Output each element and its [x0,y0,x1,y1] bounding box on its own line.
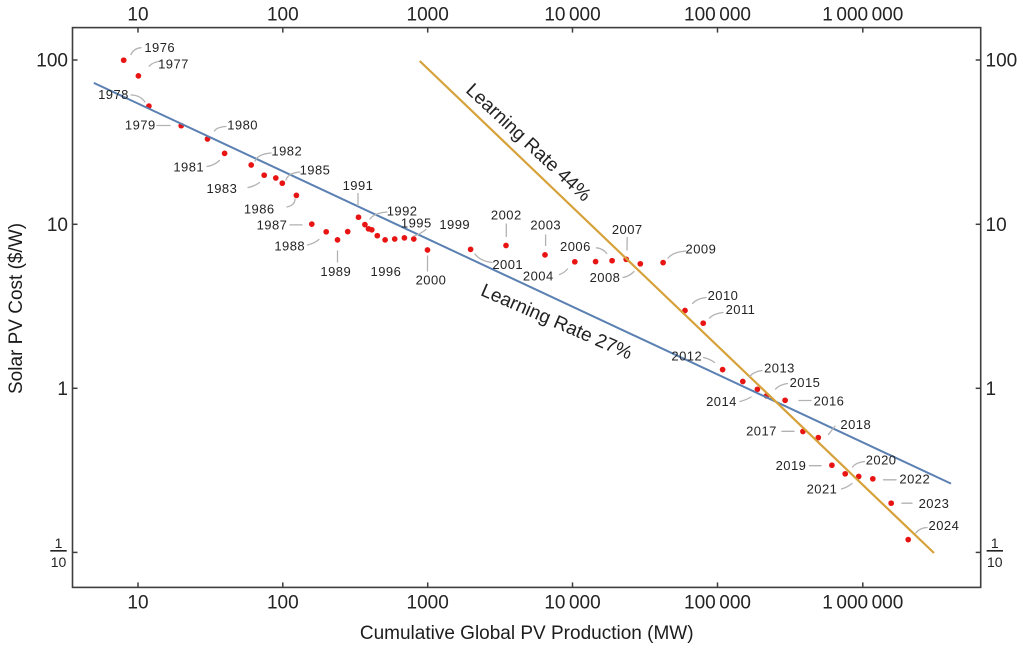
svg-text:2016: 2016 [814,393,845,408]
svg-text:2007: 2007 [612,222,643,237]
svg-text:1985: 1985 [300,162,331,177]
svg-text:2006: 2006 [560,239,591,254]
svg-text:100: 100 [36,51,68,72]
svg-text:2012: 2012 [671,349,702,364]
svg-text:1999: 1999 [439,217,470,232]
svg-text:10: 10 [51,554,67,570]
svg-text:1981: 1981 [173,160,204,175]
svg-text:1987: 1987 [257,217,288,232]
svg-text:2009: 2009 [686,242,717,257]
svg-text:2018: 2018 [840,417,871,432]
svg-text:2020: 2020 [866,452,897,467]
svg-text:1986: 1986 [244,202,275,217]
svg-text:2010: 2010 [708,288,739,303]
svg-text:2008: 2008 [590,270,621,285]
svg-text:1977: 1977 [158,57,189,72]
svg-text:2024: 2024 [929,518,960,533]
svg-text:1000: 1000 [407,593,449,614]
svg-text:2004: 2004 [523,269,554,284]
svg-text:Solar PV Cost ($/W): Solar PV Cost ($/W) [6,223,27,394]
svg-text:2014: 2014 [706,394,737,409]
svg-text:2021: 2021 [807,482,838,497]
svg-text:10: 10 [127,4,148,25]
svg-text:10: 10 [987,554,1003,570]
svg-text:10: 10 [986,215,1007,236]
svg-text:1976: 1976 [144,40,175,55]
svg-text:2002: 2002 [491,207,522,222]
svg-text:1: 1 [57,379,68,400]
svg-text:100: 100 [267,593,299,614]
svg-text:1: 1 [986,379,997,400]
svg-text:1982: 1982 [271,144,302,159]
svg-text:2013: 2013 [764,360,795,375]
svg-text:1995: 1995 [401,215,432,230]
svg-text:100: 100 [267,4,299,25]
svg-text:2019: 2019 [776,458,807,473]
svg-text:10: 10 [127,593,148,614]
svg-text:2000: 2000 [416,272,447,287]
svg-text:1983: 1983 [207,181,238,196]
svg-text:2023: 2023 [919,496,950,511]
svg-text:2001: 2001 [492,257,523,272]
svg-text:1996: 1996 [371,264,402,279]
svg-text:Cumulative Global PV Productio: Cumulative Global PV Production (MW) [360,623,694,644]
svg-text:1992: 1992 [387,204,418,219]
svg-text:2015: 2015 [790,375,821,390]
svg-text:1000: 1000 [407,4,449,25]
svg-text:1979: 1979 [125,118,156,133]
svg-text:1980: 1980 [227,117,258,132]
svg-text:1: 1 [55,535,63,551]
svg-text:2022: 2022 [899,471,930,486]
svg-text:2017: 2017 [746,424,777,439]
svg-text:10: 10 [47,215,68,236]
svg-text:2011: 2011 [726,302,756,317]
svg-text:1989: 1989 [320,264,351,279]
svg-text:1978: 1978 [98,87,129,102]
svg-text:1988: 1988 [274,238,305,253]
svg-text:100: 100 [986,51,1018,72]
svg-text:1991: 1991 [343,178,374,193]
svg-text:1: 1 [991,535,999,551]
svg-text:2003: 2003 [530,217,561,232]
